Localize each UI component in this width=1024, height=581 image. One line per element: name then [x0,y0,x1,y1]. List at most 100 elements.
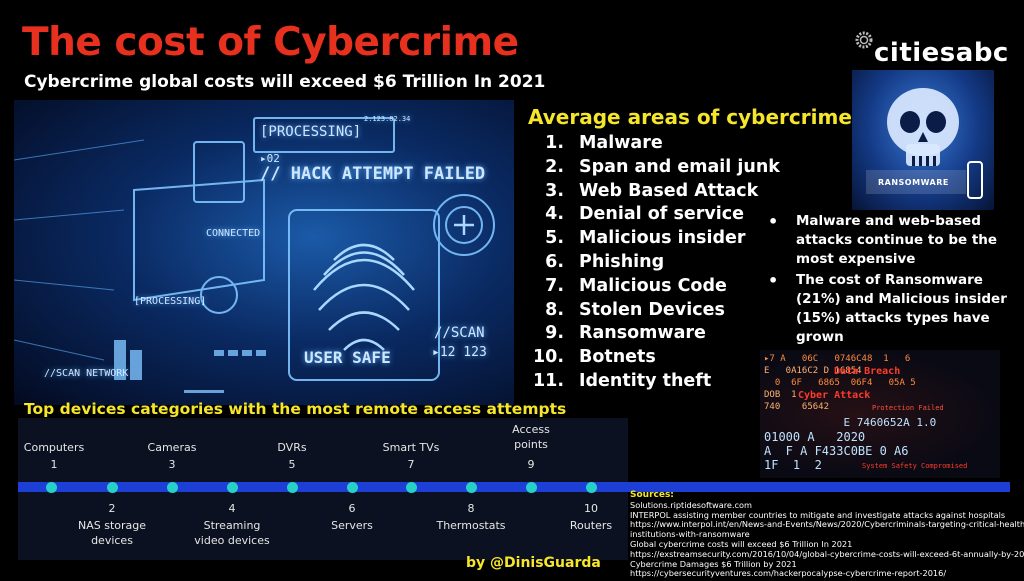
code-02-text: ▸02 [260,152,280,165]
device-rank-8: 8 [467,502,475,515]
item-label: Identity theft [579,370,712,391]
list-item: 10. Botnets [524,347,779,371]
item-label: Web Based Attack [579,180,759,201]
item-number: 1. [545,133,564,153]
hacking-illustration: 2.123.82.34 [PROCESSING] ▸02 // HACK ATT… [14,100,514,405]
item-number: 11. [532,370,564,391]
system-safety-text: System Safety Compromised [862,462,968,470]
device-rank-2: 2 [108,502,116,515]
source-link[interactable]: https://cybersecurityventures.com/hacker… [630,568,947,579]
timeline-dot [526,482,537,493]
item-label: Botnets [579,347,656,368]
gear-icon [855,31,873,49]
device-label-dvrs: DVRs [277,441,307,454]
timeline-dot [167,482,178,493]
device-rank-4: 4 [228,502,236,515]
timeline-dot [347,482,358,493]
device-label-routers: Routers [569,519,613,532]
item-label: Stolen Devices [579,299,725,320]
item-number: 9. [545,323,564,344]
source-line: Solutions.riptidesoftware.com [630,499,753,510]
device-label-nas: NAS storage devices [77,519,147,547]
item-number: 7. [545,275,564,296]
list-item: 2. Span and email junk [524,156,780,181]
device-label-smart-tvs: Smart TVs [382,441,440,454]
notes-list: Malware and web-based attacks continue t… [768,212,1018,349]
citiesabc-logo: citiesabc [852,28,1020,68]
hack-attempt-text: // HACK ATTEMPT FAILED [260,164,486,184]
note-item: The cost of Ransomware (21%) and Malicio… [768,271,1018,347]
device-label-access-points: Access points [512,423,550,451]
page-subtitle: Cybercrime global costs will exceed $6 T… [24,72,546,92]
device-label-thermostats: Thermostats [436,519,506,532]
item-number: 2. [545,156,564,177]
timeline-dot [406,482,417,493]
list-item: 7. Malicious Code [524,276,779,300]
devices-title: Top devices categories with the most rem… [24,400,567,418]
list-item: 6. Phishing [524,252,779,276]
scan-text: //SCAN [434,325,485,341]
ransomware-skull-image: RANSOMWARE [852,70,994,210]
source-link[interactable]: institutions-with-ransomware [630,529,750,540]
item-number: 4. [545,204,564,225]
protection-failed-text: Protection Failed [872,404,944,412]
device-rank-6: 6 [348,502,356,515]
item-number: 5. [545,228,564,249]
item-number: 8. [545,299,564,320]
connected-text: CONNECTED [206,228,261,239]
list-item: 4. Denial of service [524,204,779,228]
list-item: 3. Web Based Attack [524,181,779,205]
sources-title: Sources: [630,490,674,500]
list-item: 9. Ransomware [524,323,779,347]
item-label: Span and email junk [579,156,780,177]
scan-network-text: //SCAN NETWORK [44,368,129,379]
item-label: Denial of service [579,204,745,225]
timeline-dot [586,482,597,493]
timeline-dot [46,482,57,493]
item-label: Malware [579,133,663,153]
source-link[interactable]: https://www.interpol.int/en/News-and-Eve… [630,519,1024,530]
timeline-dot [107,482,118,493]
devices-timeline: Computers 1 2 NAS storage devices Camera… [18,418,1010,560]
device-label-computers: Computers [23,441,85,454]
item-number: 6. [545,251,564,272]
device-label-cameras: Cameras [147,441,197,454]
list-item: 5. Malicious insider [524,228,779,252]
item-label: Malicious Code [579,275,727,296]
item-number: 3. [545,180,564,201]
source-line: Cybercrime Damages $6 Trillion by 2021 [630,558,797,569]
page-title: The cost of Cybercrime [22,20,519,65]
item-label: Phishing [579,251,665,272]
source-link[interactable]: https://exstreamsecurity.com/2016/10/04/… [630,548,1024,559]
device-label-streaming: Streaming video devices [194,519,270,547]
user-safe-text: USER SAFE [304,348,391,367]
list-item: 1. Malware [524,133,779,157]
processing-text: [PROCESSING] [260,124,362,140]
device-rank-1: 1 [50,458,58,471]
device-rank-9: 9 [527,458,535,471]
timeline-bar [18,482,1010,492]
timeline-dot [466,482,477,493]
hero-graphics [14,117,495,393]
data-breach-text: Data Breach [834,366,901,377]
ransomware-label: RANSOMWARE [878,178,949,187]
item-number: 10. [532,347,564,368]
device-rank-7: 7 [407,458,415,471]
skull-icon [866,88,983,199]
list-item: 11. Identity theft [524,371,779,395]
scan-number-text: ▸12 123 [432,345,487,360]
list-item: 8. Stolen Devices [524,300,779,324]
processing2-text: [PROCESSING] [134,296,207,307]
cybercrime-areas-list: 1. Malware 2. Span and email junk 3. Web Ba… [524,133,780,395]
timeline-dot [287,482,298,493]
sources-block: Sources: Solutions.riptidesoftware.com I… [630,490,1024,579]
author-byline: by @DinisGuarda [466,555,601,571]
areas-title: Average areas of cybercrime [528,105,852,129]
device-label-servers: Servers [331,519,373,532]
brand-name: citiesabc [874,38,1009,68]
note-item: Malware and web-based attacks continue t… [768,212,1018,269]
timeline-dot [227,482,238,493]
device-rank-3: 3 [168,458,176,471]
item-label: Malicious insider [579,228,746,249]
item-label: Ransomware [579,323,706,344]
